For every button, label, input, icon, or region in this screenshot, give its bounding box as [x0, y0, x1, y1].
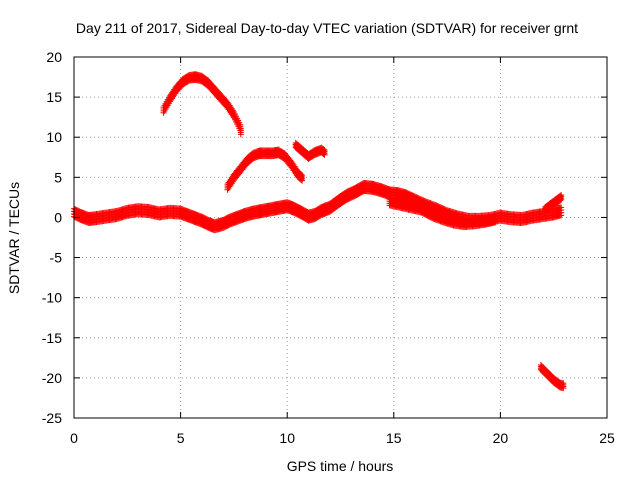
data-point: [558, 204, 565, 211]
data-point: [298, 171, 305, 178]
data-point: [237, 121, 244, 128]
series-low-segment: [537, 362, 567, 392]
y-tick-label: -10: [42, 290, 62, 306]
data-point: [299, 172, 306, 179]
series-short-segment: [292, 139, 328, 162]
chart-title: Day 211 of 2017, Sidereal Day-to-day VTE…: [76, 20, 578, 36]
y-tick-label: 20: [46, 49, 62, 65]
x-tick-label: 5: [177, 430, 185, 446]
series-late-riser: [542, 191, 565, 215]
x-tick-label: 25: [599, 430, 615, 446]
data-point: [558, 191, 565, 198]
y-tick-label: -25: [42, 410, 62, 426]
data-point: [321, 147, 328, 154]
x-ticks: 0 5 10 15 20 25: [70, 57, 615, 446]
y-tick-label: 10: [46, 129, 62, 145]
y-ticks: -25 -20 -15 -10 -5 0 5 10 15 20: [42, 49, 607, 426]
data-point: [237, 125, 244, 132]
x-tick-label: 15: [386, 430, 402, 446]
y-tick-label: 5: [54, 169, 62, 185]
grid: [74, 57, 607, 418]
series-lower-band: [386, 195, 498, 231]
y-tick-label: -5: [50, 250, 63, 266]
y-tick-label: -15: [42, 330, 62, 346]
x-axis-label: GPS time / hours: [287, 458, 394, 474]
data-point: [560, 380, 567, 387]
y-tick-label: -20: [42, 370, 62, 386]
y-axis-label: SDTVAR / TECUs: [6, 182, 22, 294]
data-points: [71, 71, 567, 392]
series-mid-arc: [224, 146, 306, 193]
x-tick-label: 0: [70, 430, 78, 446]
x-tick-label: 20: [493, 430, 509, 446]
series-peak-arc: [160, 71, 244, 138]
y-tick-label: 15: [46, 89, 62, 105]
y-tick-label: 0: [54, 209, 62, 225]
x-tick-label: 10: [279, 430, 295, 446]
plot-frame: [73, 56, 608, 419]
data-point: [491, 213, 498, 220]
